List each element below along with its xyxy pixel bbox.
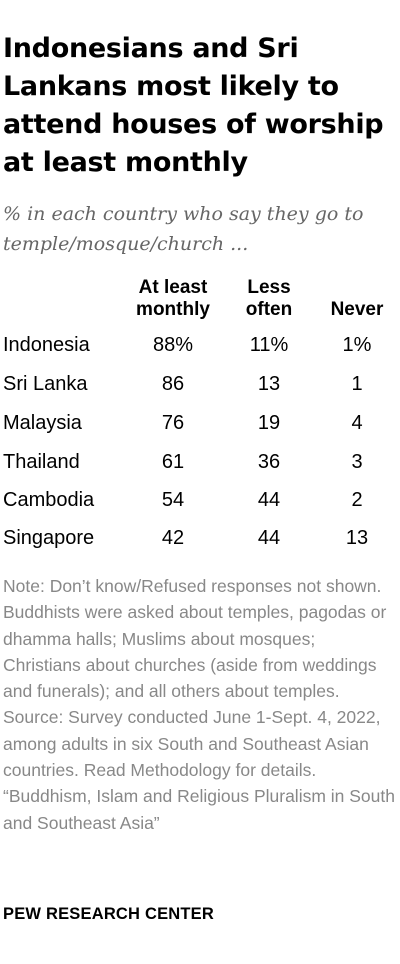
note-text: Note: Don’t know/Refused responses not s… xyxy=(3,576,387,702)
table-cell: 1 xyxy=(351,373,363,395)
row-label: Singapore xyxy=(3,527,95,549)
chart-title: Indonesians and Sri Lankans most likely … xyxy=(3,33,384,178)
column-header-line: often xyxy=(245,299,293,320)
column-header: At least monthly xyxy=(118,277,228,321)
source-text: Source: Survey conducted June 1-Sept. 4,… xyxy=(3,707,381,781)
table-cell: 42 xyxy=(161,527,185,549)
table-cell: 1% xyxy=(342,334,372,356)
row-label: Sri Lanka xyxy=(3,373,88,395)
footer-brand: PEW RESEARCH CENTER xyxy=(3,905,214,923)
table-cell: 2 xyxy=(351,489,363,511)
table-cell: 61 xyxy=(161,451,185,473)
table-cell: 19 xyxy=(257,412,281,434)
chart-subtitle: % in each country who say they go to tem… xyxy=(3,203,364,255)
table-cell: 3 xyxy=(351,451,363,473)
row-label: Cambodia xyxy=(3,489,95,511)
column-header-line: At least xyxy=(138,277,208,298)
table-cell: 13 xyxy=(257,373,281,395)
report-title: “Buddhism, Islam and Religious Pluralism… xyxy=(3,786,395,833)
column-header-line: Never xyxy=(330,299,384,320)
row-label: Malaysia xyxy=(3,412,82,434)
table-cell: 76 xyxy=(161,412,185,434)
table-cell: 44 xyxy=(257,527,281,549)
notes-block: Note: Don’t know/Refused responses not s… xyxy=(3,573,395,836)
column-header-line: monthly xyxy=(136,299,210,320)
table-cell: 13 xyxy=(345,527,369,549)
column-header: Never xyxy=(317,299,397,321)
table-cell: 54 xyxy=(161,489,185,511)
table-cell: 88% xyxy=(152,334,194,356)
row-label: Indonesia xyxy=(3,334,90,356)
row-label: Thailand xyxy=(3,451,80,473)
table-cell: 36 xyxy=(257,451,281,473)
table-cell: 11% xyxy=(249,334,289,356)
table-cell: 44 xyxy=(257,489,281,511)
column-header-line: Less xyxy=(247,277,291,298)
table-cell: 86 xyxy=(161,373,185,395)
column-header: Less often xyxy=(224,277,314,321)
table-cell: 4 xyxy=(351,412,363,434)
